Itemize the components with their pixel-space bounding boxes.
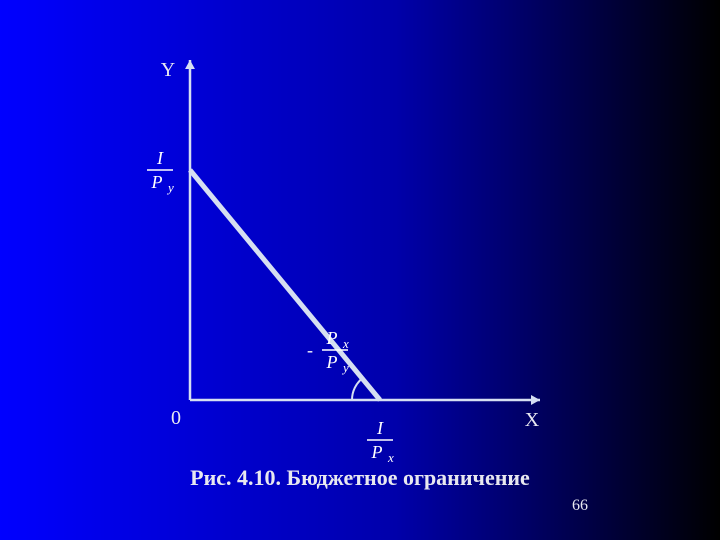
page-number: 66 (572, 497, 588, 514)
origin-label: 0 (171, 407, 181, 429)
svg-text:y: y (166, 180, 174, 195)
background (0, 0, 720, 540)
svg-text:P: P (326, 352, 338, 372)
x-axis-label: X (525, 409, 540, 431)
slide-stage: IPy IPx -PxPy Y X 0 Рис. 4.10. Бюджетное… (0, 0, 720, 540)
figure-caption: Рис. 4.10. Бюджетное ограничение (190, 465, 530, 490)
svg-text:I: I (376, 418, 384, 438)
svg-text:P: P (371, 442, 383, 462)
svg-text:I: I (156, 148, 164, 168)
svg-text:P: P (151, 172, 163, 192)
chart-svg: IPy IPx -PxPy Y X 0 Рис. 4.10. Бюджетное… (0, 0, 720, 540)
y-axis-label: Y (161, 59, 175, 81)
svg-text:x: x (387, 450, 394, 465)
svg-text:x: x (342, 336, 349, 351)
svg-text:P: P (326, 328, 338, 348)
svg-text:y: y (341, 360, 349, 375)
svg-text:-: - (307, 340, 313, 360)
